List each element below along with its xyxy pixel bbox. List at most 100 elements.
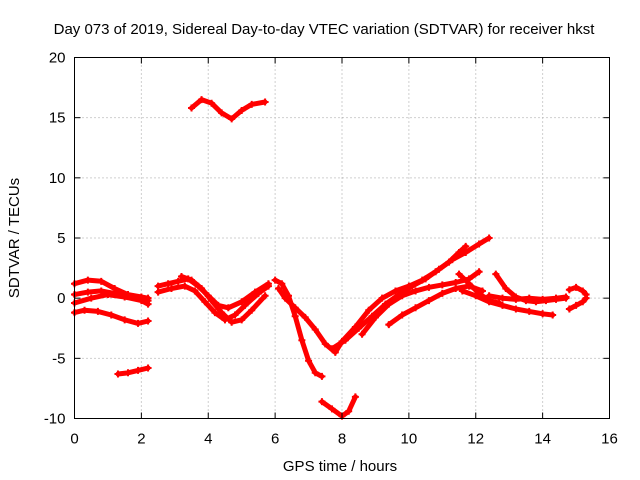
data-point — [412, 287, 420, 295]
data-point — [228, 115, 236, 123]
data-point — [455, 248, 463, 256]
data-point — [392, 287, 399, 295]
data-point — [579, 298, 587, 306]
data-point — [154, 282, 162, 290]
data-point — [331, 348, 339, 356]
x-tick-label: 8 — [338, 431, 346, 448]
y-tick-label: 20 — [49, 50, 66, 67]
data-point — [154, 288, 162, 296]
data-point — [462, 248, 470, 256]
data-point — [248, 100, 256, 108]
data-point — [231, 311, 239, 319]
data-point — [475, 289, 483, 297]
data-point — [455, 270, 463, 278]
data-point — [579, 287, 587, 295]
x-tick-label: 0 — [70, 431, 78, 448]
x-tick-label: 12 — [467, 431, 484, 448]
data-point — [412, 304, 420, 312]
data-point — [321, 340, 329, 348]
series-arc-5 — [114, 364, 152, 378]
data-point — [525, 294, 533, 302]
series-arc-16 — [385, 282, 486, 329]
data-point — [462, 242, 470, 250]
data-point — [114, 370, 122, 378]
data-point — [104, 291, 112, 299]
series-arc-20 — [485, 292, 570, 303]
data-point — [405, 282, 413, 290]
data-point — [465, 280, 473, 288]
data-point — [572, 301, 580, 309]
data-point — [94, 307, 102, 315]
data-point — [124, 369, 132, 377]
data-point — [425, 297, 433, 305]
series-trace — [566, 284, 589, 298]
data-point — [539, 310, 547, 318]
data-point — [328, 405, 336, 413]
x-tick-label: 6 — [271, 431, 279, 448]
data-point — [238, 316, 246, 324]
data-point — [191, 287, 199, 295]
data-point — [318, 398, 326, 406]
y-tick-label: 15 — [49, 110, 66, 127]
data-point — [418, 276, 426, 284]
series-arc-3 — [71, 291, 152, 308]
data-point — [208, 297, 216, 305]
data-point — [485, 292, 493, 300]
data-point — [271, 276, 279, 284]
data-point — [378, 294, 386, 302]
x-tick-label: 10 — [401, 431, 418, 448]
data-point — [181, 282, 189, 290]
data-point — [432, 268, 440, 276]
data-point — [458, 287, 466, 295]
series-trace — [276, 286, 345, 355]
data-point — [254, 289, 262, 297]
x-axis-label: GPS time / hours — [283, 458, 397, 475]
data-point — [452, 279, 460, 287]
data-point — [492, 270, 500, 278]
data-point — [274, 285, 282, 293]
tick-layer: 0 2 4 6 8 10 12 14 16 -10 -5 0 5 10 15 20 — [44, 50, 618, 448]
data-point — [425, 283, 433, 291]
data-point — [351, 323, 359, 331]
data-point — [301, 313, 309, 321]
data-point — [562, 293, 570, 301]
data-point — [164, 280, 172, 288]
y-axis-label: SDTVAR / TECUs — [6, 178, 23, 298]
data-point — [398, 292, 406, 300]
data-point — [228, 318, 236, 326]
data-point — [188, 104, 196, 112]
data-point — [525, 307, 533, 315]
y-tick-label: 10 — [49, 170, 66, 187]
data-point — [328, 345, 336, 353]
data-point — [512, 295, 520, 303]
data-point — [582, 294, 590, 302]
data-point — [365, 306, 373, 314]
y-tick-label: -10 — [44, 411, 66, 428]
series-arc-12 — [318, 393, 359, 420]
data-point — [281, 294, 289, 302]
data-point — [438, 281, 446, 289]
data-point — [345, 407, 353, 415]
data-point — [84, 276, 92, 284]
series-arc-8 — [178, 273, 269, 326]
data-point — [178, 273, 185, 281]
data-point — [81, 306, 89, 314]
data-point — [167, 285, 175, 293]
series-layer — [71, 96, 590, 420]
data-point — [371, 313, 379, 321]
data-point — [134, 319, 142, 327]
data-point — [241, 301, 249, 309]
data-point — [224, 304, 232, 312]
data-point — [87, 294, 95, 302]
data-point — [201, 298, 209, 306]
data-point — [261, 292, 269, 300]
series-arc-7 — [154, 282, 272, 324]
data-point — [248, 306, 256, 314]
data-point — [475, 240, 483, 248]
data-point — [174, 277, 182, 285]
data-point — [278, 280, 286, 288]
data-point — [351, 393, 359, 401]
data-point — [198, 96, 206, 104]
data-point — [385, 300, 393, 308]
